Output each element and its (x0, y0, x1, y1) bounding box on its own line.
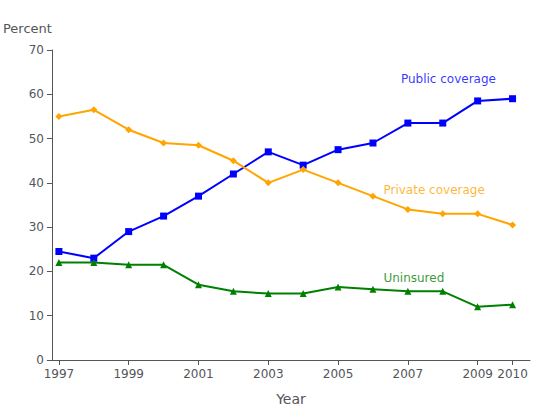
svg-text:10: 10 (29, 309, 44, 323)
svg-text:70: 70 (29, 43, 44, 57)
svg-text:1997: 1997 (44, 367, 75, 381)
svg-text:50: 50 (29, 132, 44, 146)
svg-text:40: 40 (29, 176, 44, 190)
svg-text:20: 20 (29, 264, 44, 278)
svg-text:0: 0 (36, 353, 44, 367)
svg-text:2010: 2010 (497, 367, 528, 381)
svg-text:Private coverage: Private coverage (383, 183, 484, 197)
svg-text:Year: Year (275, 391, 306, 407)
svg-text:Uninsured: Uninsured (383, 271, 444, 285)
svg-text:2009: 2009 (462, 367, 493, 381)
svg-text:2007: 2007 (393, 367, 424, 381)
svg-text:2003: 2003 (253, 367, 284, 381)
svg-text:Public coverage: Public coverage (401, 72, 496, 86)
svg-text:2001: 2001 (183, 367, 214, 381)
svg-text:60: 60 (29, 87, 44, 101)
svg-text:30: 30 (29, 220, 44, 234)
svg-text:1999: 1999 (113, 367, 144, 381)
svg-text:Percent: Percent (3, 21, 52, 36)
svg-text:2005: 2005 (323, 367, 354, 381)
